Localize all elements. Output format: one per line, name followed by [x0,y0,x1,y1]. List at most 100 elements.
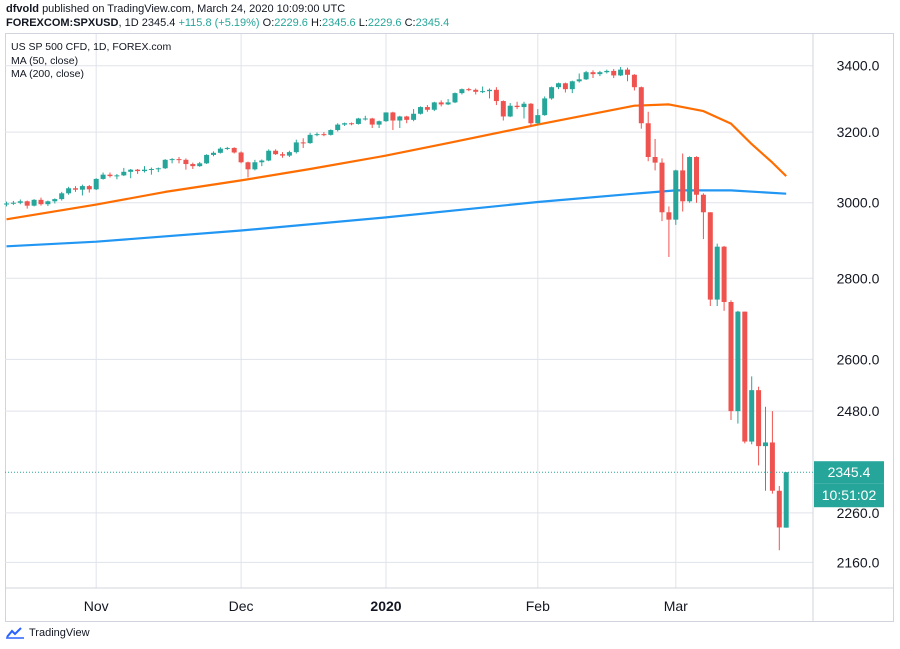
candle-down [438,100,444,107]
candle-up [576,73,582,83]
candle-body [231,147,237,153]
countdown-tag [814,483,884,508]
chart-title: US SP 500 CFD, 1D, FOREX.com [11,41,172,53]
candle-up [100,172,106,180]
ma50-legend[interactable]: MA (50, close) [11,55,79,67]
x-tick-label: Nov [84,598,109,614]
candle-body [493,89,499,102]
author-name[interactable]: dfvold [6,3,39,15]
candle-up [687,156,693,203]
candle-down [659,158,665,222]
candle-up [583,70,589,80]
candle-down [631,74,637,91]
candle-body [162,159,168,169]
ma50-layer [6,103,787,221]
candle-up [335,123,341,132]
candle-body [514,105,520,108]
candle-body [576,79,582,82]
candle-up [714,243,720,306]
candle-up [93,178,99,191]
interval-label: 1D [124,17,139,29]
candle-down [707,212,713,306]
candle-up [480,86,486,94]
candle-body [411,113,417,120]
candle-up [52,198,58,204]
candle-down [769,411,775,494]
candle-body [659,162,665,213]
candle-body [307,134,313,144]
ma200-layer [6,189,787,248]
y-tick-label: 2160.0 [837,554,880,570]
candle-body [183,159,189,165]
symbol-label: FOREXCOM:SPXUSD [6,17,119,29]
candle-body [424,107,430,110]
candle-up [204,154,210,165]
price-tags-layer: 2345.4 10:51:02 [5,461,884,508]
candle-body [521,103,527,108]
candle-body [625,69,630,75]
candle-body [66,188,72,194]
candle-body [783,472,789,528]
candle-down [700,193,706,240]
candle-body [355,118,361,124]
candle-body [756,390,762,447]
candle-body [556,83,561,88]
candle-down [473,88,479,95]
candle-up [355,117,361,125]
candle-body [300,142,306,144]
grid-lines [5,34,813,588]
candle-down [300,138,306,148]
candle-down [176,157,182,164]
tradingview-brand[interactable]: TradingView [29,627,90,639]
ma200-legend[interactable]: MA (200, close) [11,68,84,80]
candle-up [397,115,403,129]
candle-down [280,152,285,158]
candle-body [24,201,30,206]
candle-body [652,157,658,163]
candle-up [307,132,313,144]
candle-up [286,150,292,158]
candle-down [500,100,506,121]
candle-down [645,111,651,162]
y-tick-label: 2800.0 [837,270,880,286]
candle-down [776,486,782,551]
candle-down [24,200,30,209]
candle-body [224,147,230,149]
candle-body [714,246,720,300]
candle-up [217,147,223,154]
candle-down [321,132,327,137]
candle-up [556,82,561,90]
candle-down [238,151,244,164]
candle-up [376,120,382,129]
candle-body [687,157,693,202]
candle-body [148,168,154,170]
footer: TradingView [6,627,90,639]
publish-info: published on TradingView.com, March 24, … [42,3,346,15]
candle-body [190,164,196,167]
candle-body [466,89,472,91]
candle-body [569,81,575,90]
candle-up [569,80,575,94]
candle-body [238,152,244,163]
last-price-tag-text: 2345.4 [828,464,871,480]
candle-body [321,134,327,136]
candle-body [176,159,182,161]
candle-down [86,185,92,193]
candle-body [673,170,679,220]
candle-down [135,168,141,174]
candle-body [680,170,686,202]
candle-up [224,146,230,151]
candle-down [625,67,630,82]
candle-body [273,150,279,155]
candle-body [135,169,141,172]
candle-body [38,199,44,205]
candle-up [673,169,679,225]
candles-layer [4,67,789,551]
candle-down [638,86,644,129]
candle-body [721,246,727,302]
candle-body [397,116,403,121]
candle-up [411,109,417,122]
candle-up [535,109,541,125]
candle-body [286,152,292,156]
